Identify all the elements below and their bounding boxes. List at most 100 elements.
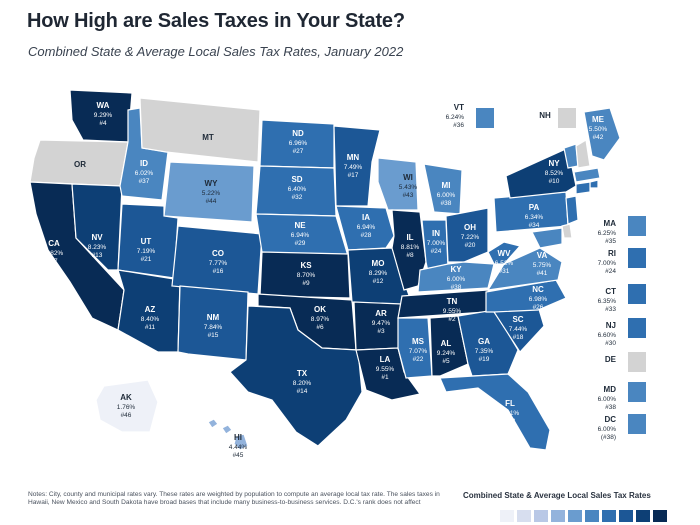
state-rate-vt: 6.24% <box>446 114 465 121</box>
state-label-va: VA 5.75%#41 <box>533 251 552 277</box>
state-rate-in: 7.00% <box>427 240 446 247</box>
state-rank-dc: (#38) <box>601 434 616 441</box>
state-rate-co: 7.77% <box>209 260 228 267</box>
state-label-ia: IA 6.94%#28 <box>357 213 376 239</box>
state-label-wa: WA 9.29%#4 <box>94 101 113 127</box>
state-abbr-de: DE <box>605 355 617 364</box>
state-label-in: IN 7.00%#24 <box>427 229 446 255</box>
state-il <box>391 209 427 291</box>
state-label-wv: WV 6.52%#31 <box>495 249 514 275</box>
state-rank-fl: #23 <box>505 418 516 425</box>
state-rate-mo: 8.29% <box>369 270 388 277</box>
state-label-sd: SD 6.40%#32 <box>288 175 307 201</box>
state-shapes <box>29 89 646 451</box>
state-ms <box>397 317 433 379</box>
state-abbr-wi: WI <box>403 173 413 182</box>
state-label-id: ID 6.02%#37 <box>135 159 154 185</box>
state-rate-ak: 1.76% <box>117 404 136 411</box>
state-abbr-ga: GA <box>478 337 490 346</box>
callout-swatch-nh <box>558 108 576 128</box>
state-rate-ok: 8.97% <box>311 316 330 323</box>
state-label-vt: VT 6.24%#36 <box>446 103 465 129</box>
state-abbr-fl: FL <box>505 399 515 408</box>
state-rank-sd: #32 <box>292 194 303 201</box>
state-abbr-pa: PA <box>529 203 540 212</box>
state-abbr-md: MD <box>604 385 617 394</box>
page-subtitle: Combined State & Average Local Sales Tax… <box>28 44 404 59</box>
state-rank-ne: #29 <box>295 240 306 247</box>
state-rate-nm: 7.84% <box>204 324 223 331</box>
state-rank-nm: #15 <box>208 332 219 339</box>
state-rate-ms: 7.07% <box>409 348 428 355</box>
state-rank-hi: #45 <box>233 452 244 459</box>
legend-swatch-9 <box>636 510 650 522</box>
state-abbr-nd: ND <box>292 129 304 138</box>
legend-swatch-7 <box>602 510 616 522</box>
state-ct <box>575 181 591 195</box>
state-abbr-hi: HI <box>234 433 242 442</box>
state-rank-oh: #20 <box>465 242 476 249</box>
state-label-ar: AR 9.47%#3 <box>372 309 391 335</box>
state-wy <box>163 161 255 223</box>
state-abbr-ma: MA <box>604 219 617 228</box>
callout-swatch-ct <box>628 284 646 304</box>
state-abbr-tn: TN <box>447 297 458 306</box>
state-abbr-wy: WY <box>205 179 219 188</box>
state-abbr-me: ME <box>592 115 605 124</box>
state-rate-ny: 8.52% <box>545 170 564 177</box>
state-rank-al: #5 <box>442 358 450 365</box>
state-label-nm: NM 7.84%#15 <box>204 313 223 339</box>
state-label-ut: UT 7.19%#21 <box>137 237 156 263</box>
state-rate-oh: 7.22% <box>461 234 480 241</box>
state-rank-me: #42 <box>593 134 604 141</box>
state-abbr-va: VA <box>537 251 548 260</box>
state-rate-ga: 7.35% <box>475 348 494 355</box>
state-abbr-la: LA <box>380 355 391 364</box>
state-rate-wi: 5.43% <box>399 184 418 191</box>
state-label-ne: NE 6.94%#29 <box>291 221 310 247</box>
state-rank-tn: #2 <box>448 316 456 323</box>
state-label-me: ME 5.50%#42 <box>589 115 608 141</box>
state-nv <box>71 183 123 271</box>
state-ak <box>95 379 159 433</box>
state-rate-nd: 6.96% <box>289 140 308 147</box>
legend-swatch-6 <box>585 510 599 522</box>
state-rate-ia: 6.94% <box>357 224 376 231</box>
state-rate-ca: 8.82% <box>45 250 64 257</box>
state-rank-nd: #27 <box>293 148 304 155</box>
state-rate-tx: 8.20% <box>293 380 312 387</box>
state-rate-hi: 4.44% <box>229 444 248 451</box>
state-rate-nc: 6.98% <box>529 296 548 303</box>
state-label-nh: NH <box>539 111 551 120</box>
state-abbr-co: CO <box>212 249 224 258</box>
state-label-ak: AK 1.76%#46 <box>117 393 136 419</box>
state-rate-il: 8.81% <box>401 244 420 251</box>
legend-swatch-10 <box>653 510 667 522</box>
state-abbr-sd: SD <box>291 175 302 184</box>
state-abbr-ny: NY <box>548 159 560 168</box>
state-rank-ga: #19 <box>479 356 490 363</box>
state-rank-az: #11 <box>145 324 156 331</box>
state-label-az: AZ 8.40%#11 <box>141 305 160 331</box>
state-rate-al: 9.24% <box>437 350 456 357</box>
callout-swatch-md <box>628 382 646 402</box>
state-rate-wa: 9.29% <box>94 112 113 119</box>
state-label-tx: TX 8.20%#14 <box>293 369 312 395</box>
state-abbr-ne: NE <box>294 221 306 230</box>
state-label-ok: OK 8.97%#6 <box>311 305 330 331</box>
state-rank-sc: #18 <box>513 334 524 341</box>
legend-color-scale <box>500 510 667 522</box>
legend-swatch-8 <box>619 510 633 522</box>
state-rank-id: #37 <box>139 178 150 185</box>
state-rate-ut: 7.19% <box>137 248 156 255</box>
state-nj <box>565 195 579 225</box>
state-rank-ia: #28 <box>361 232 372 239</box>
state-rank-nv: #13 <box>92 252 103 259</box>
state-label-mi: MI 6.00%#38 <box>437 181 456 207</box>
state-label-al: AL 9.24%#5 <box>437 339 456 365</box>
state-me <box>583 107 621 161</box>
state-abbr-ak: AK <box>120 393 132 402</box>
state-rate-id: 6.02% <box>135 170 154 177</box>
state-rate-wy: 5.22% <box>202 190 221 197</box>
state-rank-ca: #7 <box>50 258 58 265</box>
